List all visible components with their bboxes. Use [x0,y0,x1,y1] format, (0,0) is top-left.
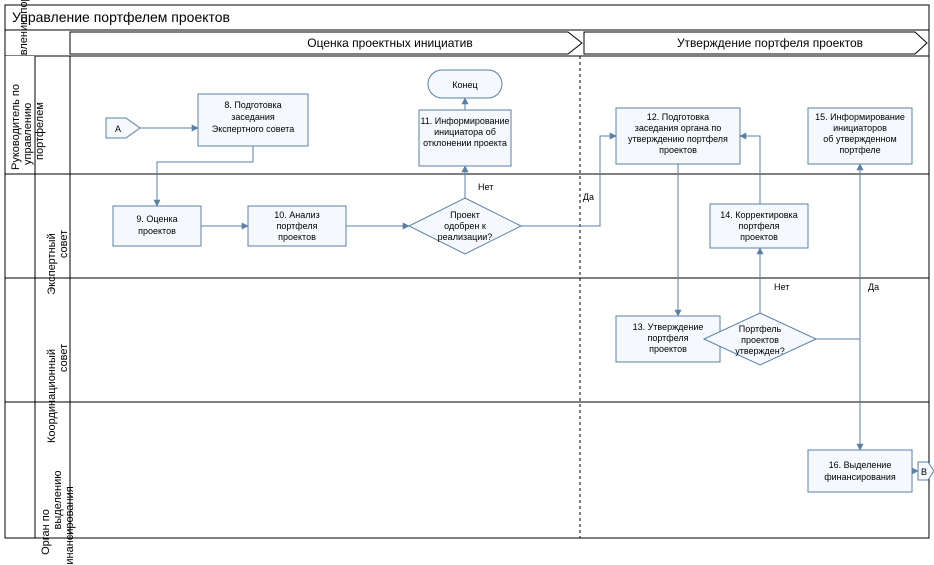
svg-text:об утвержденном: об утвержденном [823,134,896,144]
svg-text:15. Информирование: 15. Информирование [815,112,905,122]
node-11: 11. Информирование инициатора об отклоне… [419,110,511,166]
svg-text:утвержден?: утвержден? [735,346,785,356]
svg-text:13. Утверждение: 13. Утверждение [633,322,704,332]
lane-label-coord-l1: Координационный [46,349,58,443]
lane-label-pm-l2: управлению [22,103,34,165]
svg-text:заседания: заседания [231,112,275,122]
lane-label-fin-l3: финансирования [64,486,76,565]
node-16: 16. Выделение финансирования [808,450,912,492]
svg-text:одобрен к: одобрен к [444,221,486,231]
node-15: 15. Информирование инициаторов об утверж… [808,108,912,164]
svg-text:9. Оценка: 9. Оценка [136,214,177,224]
svg-text:проектов: проектов [278,232,316,242]
svg-text:12. Подготовка: 12. Подготовка [647,112,709,122]
lane-label-coord-l2: совет [58,344,70,372]
phase-label-left: Оценка проектных инициатив [307,36,472,50]
svg-text:утверждению портфеля: утверждению портфеля [628,134,728,144]
svg-text:заседания органа по: заседания органа по [635,123,722,133]
svg-text:инициаторов: инициаторов [833,123,887,133]
svg-text:14. Корректировка: 14. Корректировка [720,210,797,220]
node-9: 9. Оценка проектов [113,206,201,246]
lane-label-pm-l1: Руководитель по [10,84,22,170]
swimlane-diagram: Управление портфелем проектов Оценка про… [0,0,934,565]
svg-text:А: А [115,124,121,134]
svg-text:проектов: проектов [659,145,697,155]
svg-text:портфеля: портфеля [276,221,317,231]
svg-text:проектов: проектов [649,344,687,354]
svg-text:портфеле: портфеле [839,145,880,155]
svg-text:портфеля: портфеля [738,221,779,231]
edge-d1-yes-label: Да [583,192,594,202]
edges: Нет Да Нет Да [134,98,918,471]
svg-text:Проект: Проект [450,210,480,220]
svg-text:B: B [921,467,927,477]
svg-text:отклонении проекта: отклонении проекта [423,138,507,148]
svg-text:проектов: проектов [741,335,779,345]
lane-label-fin-l1: Орган по [40,509,52,555]
svg-text:инициатора об: инициатора об [434,127,496,137]
svg-text:Портфель: Портфель [739,324,782,334]
node-decision-1: Проект одобрен к реализации? [409,198,521,254]
svg-text:16. Выделение: 16. Выделение [829,460,892,470]
lane-label-exp-l2: совет [58,230,70,258]
node-14: 14. Корректировка портфеля проектов [710,204,808,248]
edge-d2-yes-label: Да [868,282,879,292]
diagram-title: Управление портфелем проектов [12,9,230,25]
edge-d1-yes [521,136,616,226]
node-connector-B: B [918,462,934,480]
svg-text:финансирования: финансирования [824,472,896,482]
svg-text:проектов: проектов [138,226,176,236]
node-10: 10. Анализ портфеля проектов [248,206,346,246]
svg-text:10. Анализ: 10. Анализ [274,210,319,220]
phase-label-right: Утверждение портфеля проектов [677,36,863,50]
svg-text:портфеля: портфеля [647,333,688,343]
edge-d2-yes [816,164,860,339]
svg-text:Конец: Конец [452,80,477,90]
lane-label-exp-l1: Экспертный [46,233,58,294]
node-8: 8. Подготовка заседания Экспертного сове… [198,94,308,146]
diagram-canvas: Управление портфелем проектов Оценка про… [0,0,934,565]
node-decision-2: Портфель проектов утвержден? [704,313,816,365]
svg-text:Экспертного совета: Экспертного совета [212,124,294,134]
edge-d2-no-label: Нет [774,282,789,292]
node-12: 12. Подготовка заседания органа по утвер… [616,108,740,164]
svg-text:11. Информирование: 11. Информирование [420,116,509,126]
edge-14-12 [740,136,760,204]
lane-label-fin-l2: выделению [52,471,64,530]
svg-text:8. Подготовка: 8. Подготовка [224,100,281,110]
svg-text:проектов: проектов [740,232,778,242]
lane-label-pm-l3: портфелем [34,102,46,160]
svg-text:реализации?: реализации? [438,232,493,242]
edge-8-9 [157,146,253,206]
node-end: Конец [428,70,502,98]
node-connector-A: А [106,118,140,138]
edge-d1-no-label: Нет [478,182,493,192]
